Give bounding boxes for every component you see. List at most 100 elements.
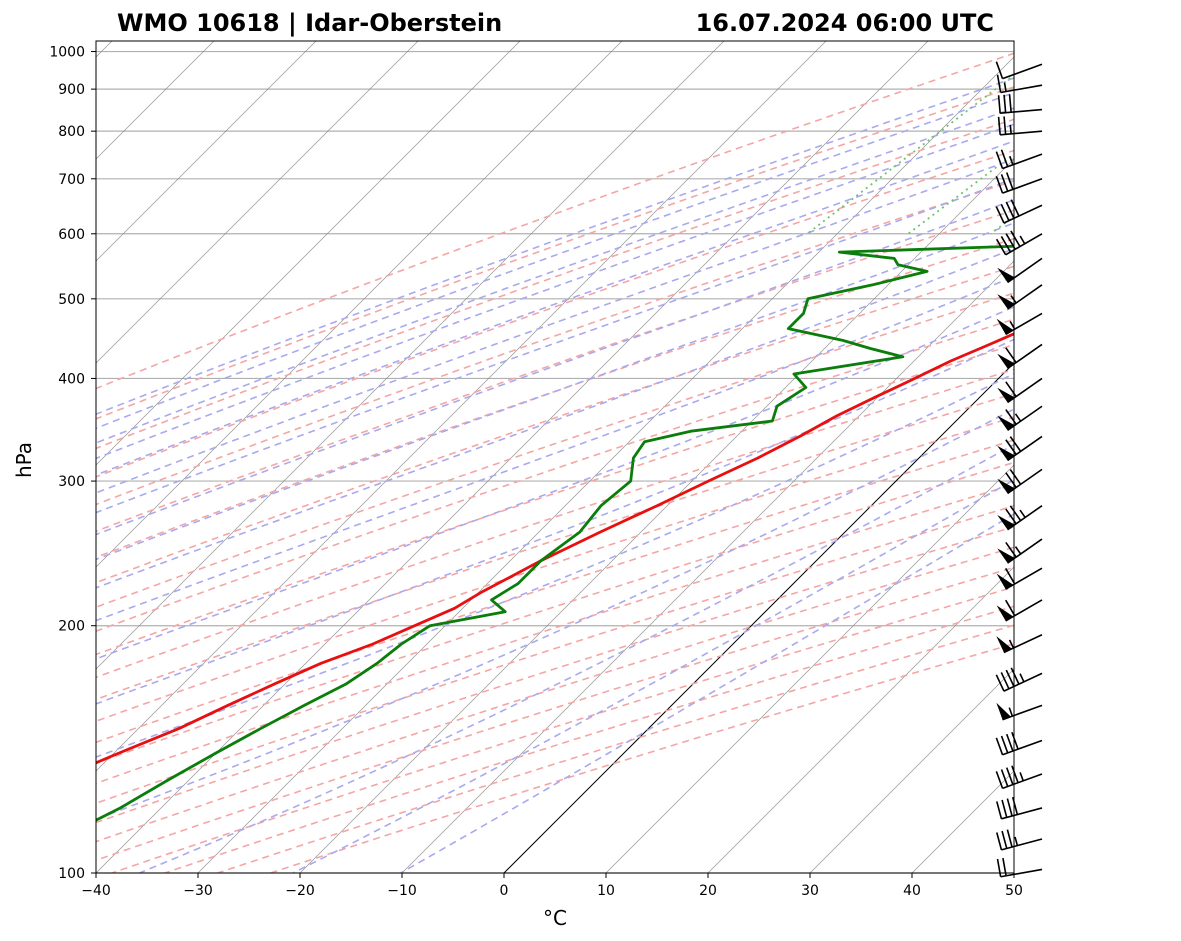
- wind-barb-flag: [1005, 233, 1016, 250]
- wind-barb-half-flag: [1010, 295, 1017, 304]
- wind-barb-shaft: [1007, 257, 1043, 284]
- dry-adiabat: [96, 416, 1014, 723]
- wind-barb-pennant: [997, 294, 1015, 309]
- wind-barb-flag: [995, 206, 1005, 224]
- mixing-ratio-line: [1109, 34, 1181, 234]
- wind-barb-flag: [1005, 508, 1017, 525]
- moist-adiabat: [400, 513, 1014, 873]
- wind-barb: [996, 567, 1043, 590]
- wind-barb-flag: [1005, 472, 1017, 488]
- x-axis-ticks: −40 −30 −20 −10 0 10 20 30 40 50: [81, 873, 1023, 899]
- wind-barb-flag: [995, 238, 1007, 256]
- wind-barb: [995, 230, 1043, 256]
- wind-barb-flag: [1008, 94, 1012, 113]
- wind-barb: [997, 435, 1043, 462]
- wind-barb-shaft: [1000, 84, 1043, 94]
- wind-barb-half-flag: [1008, 639, 1015, 649]
- wind-barb: [997, 468, 1043, 495]
- temperature-trace: [96, 332, 1014, 765]
- x-tick-label: 40: [903, 883, 921, 899]
- isotherm: [299, 158, 1014, 873]
- wind-barb-flag: [995, 674, 1005, 692]
- wind-barb-flag: [996, 858, 1002, 877]
- wind-barb: [995, 765, 1043, 790]
- wind-barb: [996, 74, 1043, 94]
- wind-barb-half-flag: [1008, 707, 1014, 717]
- isotherm: [96, 41, 725, 670]
- wind-barb-shaft: [1007, 435, 1043, 462]
- wind-barb-pennant: [997, 267, 1015, 283]
- wind-barb-pennant: [997, 548, 1015, 564]
- wind-barb: [997, 257, 1043, 284]
- wind-barb-shaft: [1007, 284, 1043, 310]
- wind-barb: [996, 702, 1043, 721]
- moist-adiabat: [96, 177, 1014, 514]
- wind-barb-flag: [1006, 798, 1013, 817]
- wind-barb: [997, 284, 1043, 310]
- wind-barb-flag: [1001, 799, 1008, 818]
- y-tick-label: 800: [58, 124, 85, 140]
- wind-barbs: [995, 61, 1043, 878]
- isotherm: [401, 260, 1014, 873]
- x-tick-label: 50: [1005, 883, 1023, 899]
- wind-barb-flag: [1004, 567, 1016, 585]
- wind-barb-flag: [1001, 830, 1008, 849]
- isotherm: [96, 41, 929, 873]
- isotherm: [197, 56, 1014, 873]
- wind-barb-shaft: [1007, 405, 1043, 431]
- y-tick-label: 900: [58, 82, 85, 98]
- wind-barb-shaft: [1003, 672, 1043, 692]
- y-tick-label: 200: [58, 619, 85, 635]
- wind-barb-flag: [1006, 829, 1013, 848]
- wind-barb-half-flag: [1019, 772, 1024, 782]
- wind-barb-pennant: [996, 605, 1014, 621]
- y-tick-label: 1000: [49, 45, 85, 61]
- y-axis-label: hPa: [12, 442, 36, 478]
- wind-barb-flag: [1010, 667, 1020, 685]
- wind-barb-flag: [1010, 230, 1021, 247]
- wind-barb-shaft: [1002, 178, 1043, 194]
- isotherm: [809, 668, 1014, 873]
- wind-barb-half-flag: [1009, 156, 1014, 166]
- wind-barb-flag: [1002, 857, 1007, 876]
- wind-barb-flag: [995, 832, 1003, 851]
- x-tick-label: −40: [81, 883, 111, 899]
- wind-barb-flag: [1005, 381, 1017, 397]
- wind-barb-flag: [1000, 672, 1010, 690]
- wind-barb-flag: [1005, 733, 1014, 752]
- chart-title-station: WMO 10618 | Idar-Oberstein: [117, 9, 502, 37]
- y-tick-label: 100: [58, 866, 85, 882]
- x-tick-label: −30: [183, 883, 213, 899]
- wind-barb-half-flag: [1009, 124, 1012, 134]
- mixing-ratio-line: [1042, 34, 1181, 234]
- wind-barb-flag: [1004, 599, 1016, 617]
- wind-barb-flag: [1005, 347, 1017, 363]
- wind-barb-flag: [1005, 439, 1017, 455]
- y-tick-label: 500: [58, 292, 85, 308]
- wind-barb: [995, 731, 1043, 756]
- wind-barb: [995, 796, 1043, 820]
- wind-barb: [997, 377, 1043, 404]
- wind-barb-flag: [1000, 174, 1009, 192]
- moist-adiabat: [139, 443, 1014, 873]
- wind-barb: [996, 857, 1043, 878]
- wind-barb-flag: [1009, 505, 1022, 522]
- wind-barb: [997, 405, 1043, 431]
- pressure-grid: [96, 50, 1014, 874]
- isotherm: [96, 41, 521, 466]
- plot-frame: [95, 40, 1015, 874]
- dry-adiabat: [96, 505, 1014, 805]
- dry-adiabat: [267, 642, 1014, 873]
- wind-barb-half-flag: [1014, 836, 1019, 846]
- zero-isotherm: [503, 362, 1014, 873]
- wind-barb: [995, 667, 1043, 692]
- chart-title-datetime: 16.07.2024 06:00 UTC: [696, 9, 994, 37]
- wind-barb-flag: [1009, 436, 1022, 452]
- moist-adiabat: [96, 408, 1014, 821]
- wind-barb-flag: [995, 737, 1004, 756]
- wind-barb-flag: [995, 61, 1004, 79]
- wind-barb: [996, 634, 1043, 654]
- wind-barb-shaft: [1002, 153, 1043, 170]
- wind-barb-shaft: [1007, 343, 1043, 370]
- dry-adiabat: [96, 118, 1014, 450]
